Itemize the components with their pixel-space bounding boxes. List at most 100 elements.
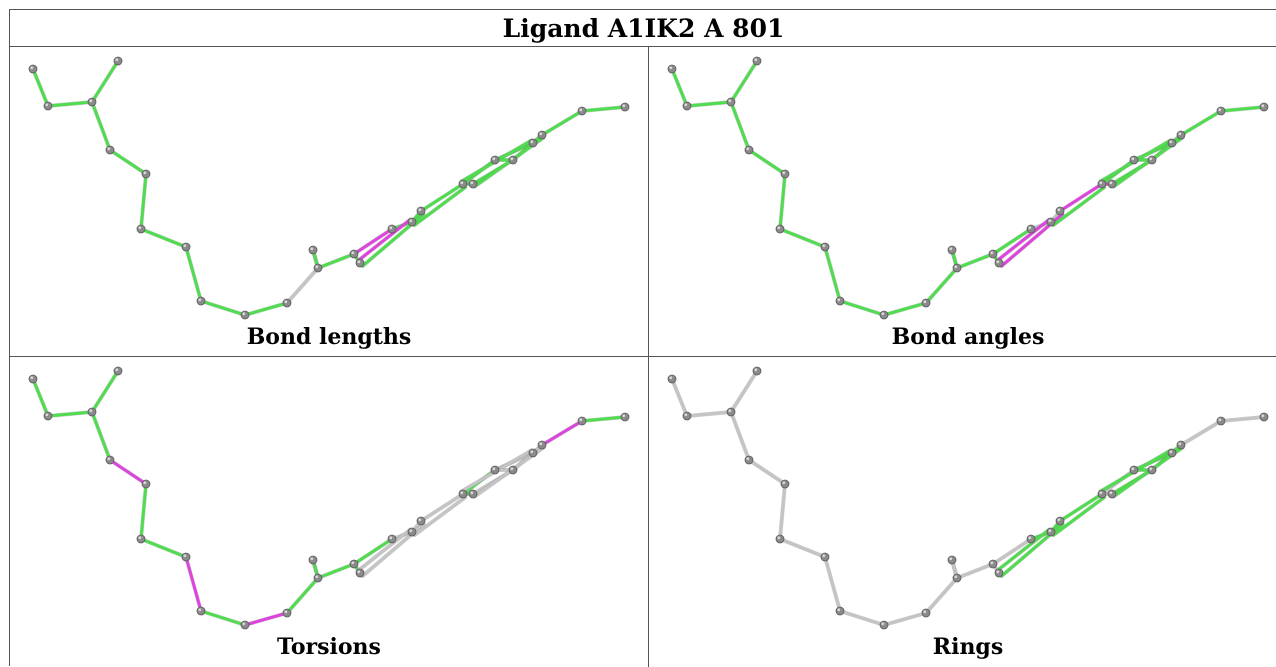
atom-highlight (284, 610, 288, 614)
atom (105, 145, 115, 155)
panel-torsions: Torsions (10, 357, 648, 667)
atom-highlight (143, 481, 147, 485)
validation-figure: Ligand A1IK2 A 801 Bond lengths Bond ang… (9, 9, 1276, 667)
atom-highlight (746, 457, 750, 461)
atom-highlight (990, 561, 994, 565)
atom (820, 552, 830, 562)
bond (31, 377, 50, 418)
atom (181, 242, 191, 252)
panel-caption: Bond lengths (246, 324, 412, 350)
atom-highlight (530, 140, 534, 144)
bond (1179, 109, 1223, 137)
atom-highlight (30, 376, 34, 380)
atom-highlight (1099, 181, 1103, 185)
bond (838, 299, 886, 317)
atom-highlight (357, 570, 361, 574)
bond (924, 576, 959, 615)
atom-highlight (1169, 450, 1173, 454)
atom (947, 245, 957, 255)
atom (1046, 217, 1056, 227)
atom-highlight (837, 608, 841, 612)
bond (670, 67, 689, 108)
bond (352, 227, 394, 256)
atom (196, 296, 206, 306)
atom-highlight (622, 104, 626, 108)
atom-highlight (530, 450, 534, 454)
atom-highlight (284, 300, 288, 304)
bond (685, 410, 733, 418)
atom-highlight (1261, 414, 1265, 418)
atom (775, 224, 785, 234)
atom (136, 224, 146, 234)
atom (752, 366, 762, 376)
atom (313, 573, 323, 583)
atom-highlight (115, 368, 119, 372)
atom (726, 407, 736, 417)
atom (1167, 138, 1177, 148)
atom (988, 559, 998, 569)
molecule-diagram (28, 56, 630, 320)
atom (468, 489, 478, 499)
atom-highlight (837, 298, 841, 302)
atom-highlight (539, 442, 543, 446)
atom-highlight (1057, 518, 1061, 522)
atom-highlight (1218, 418, 1222, 422)
atom (1167, 448, 1177, 458)
bond (243, 301, 289, 317)
bond (882, 301, 928, 317)
atom-highlight (1261, 104, 1265, 108)
atom-highlight (954, 575, 958, 579)
atom-highlight (45, 413, 49, 417)
atom-highlight (357, 260, 361, 264)
atom (349, 249, 359, 259)
molecule-diagram (667, 56, 1269, 320)
atom (780, 479, 790, 489)
atom (282, 298, 292, 308)
atom-highlight (746, 147, 750, 151)
atom-highlight (949, 247, 953, 251)
atom (682, 411, 692, 421)
atom (508, 155, 518, 165)
atom-highlight (351, 251, 355, 255)
atom (1046, 527, 1056, 537)
atom (994, 568, 1004, 578)
panel-bond-lengths: Bond lengths (10, 47, 648, 357)
atom (240, 620, 250, 630)
atom-highlight (782, 481, 786, 485)
panel-bond-angles: Bond angles (649, 47, 1276, 357)
bond (991, 537, 1033, 566)
bond (199, 299, 247, 317)
atom-highlight (1149, 467, 1153, 471)
atom (1107, 179, 1117, 189)
bond (1179, 419, 1223, 447)
atom-highlight (310, 247, 314, 251)
atom-highlight (1028, 536, 1032, 540)
atom (947, 555, 957, 565)
atom (490, 155, 500, 165)
bond (823, 245, 842, 303)
atom (282, 608, 292, 618)
atom (490, 465, 500, 475)
molecule-diagram (667, 366, 1269, 630)
atom (835, 606, 845, 616)
bond (540, 109, 584, 137)
atom (682, 101, 692, 111)
bond (955, 252, 995, 270)
atom-highlight (470, 491, 474, 495)
atom (136, 534, 146, 544)
bond (823, 555, 842, 613)
bond (90, 59, 120, 104)
atom-highlight (579, 418, 583, 422)
atom-highlight (115, 58, 119, 62)
atom-highlight (728, 409, 732, 413)
bond (729, 100, 751, 152)
bond (356, 528, 412, 573)
atom-highlight (183, 244, 187, 248)
atom-highlight (492, 157, 496, 161)
atom (313, 263, 323, 273)
atom-highlight (418, 208, 422, 212)
atom (43, 411, 53, 421)
atom (43, 101, 53, 111)
atom (1259, 102, 1269, 112)
bond (729, 410, 751, 462)
